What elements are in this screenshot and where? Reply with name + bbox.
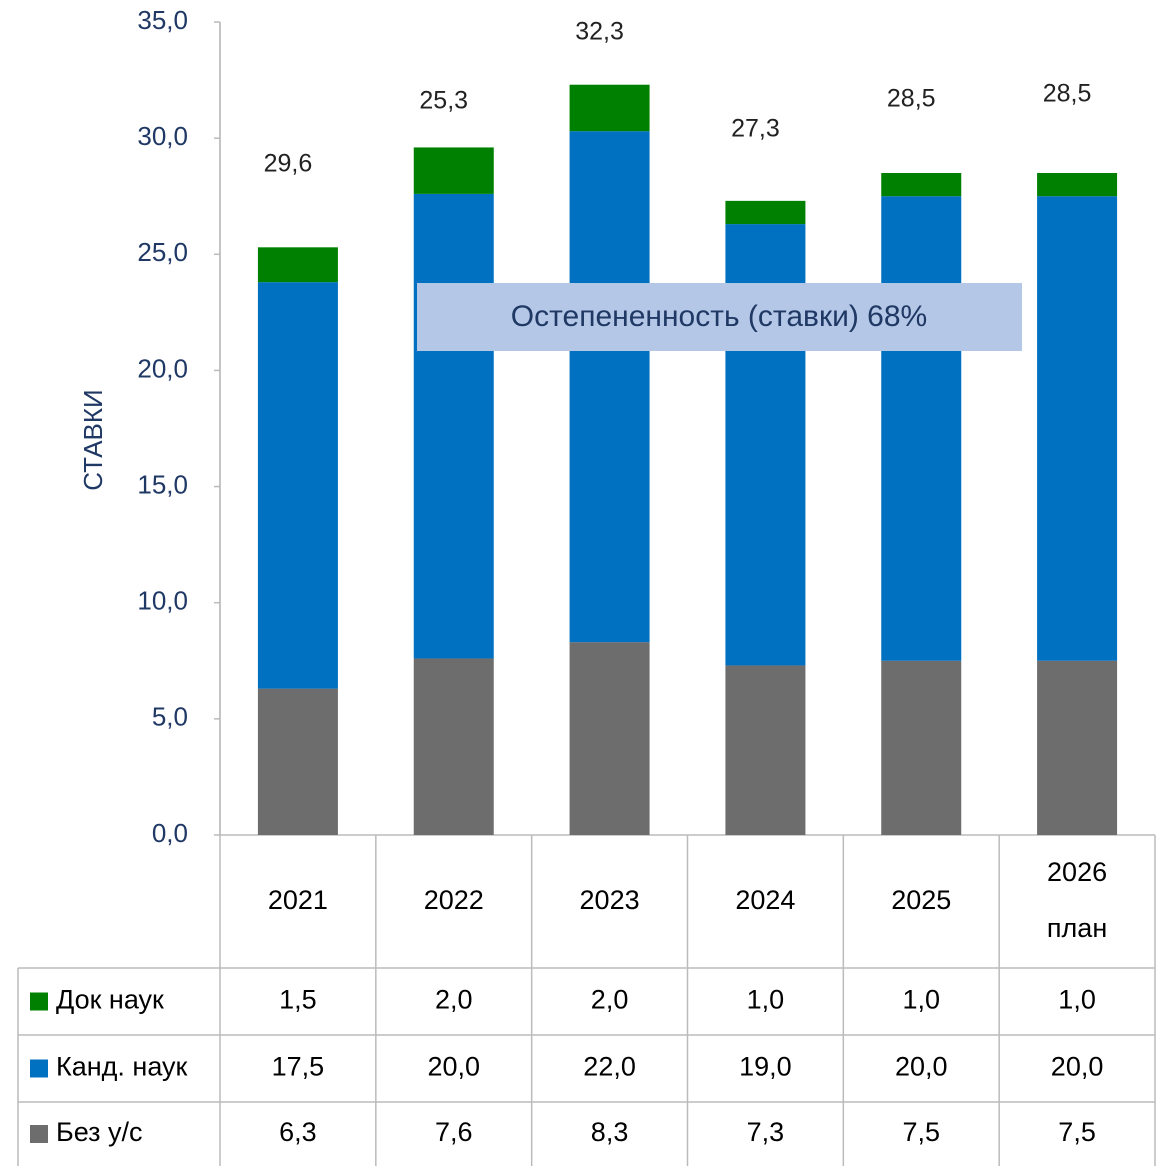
legend-swatch	[30, 992, 48, 1011]
table-value: 20,0	[895, 1052, 948, 1082]
table-value: 20,0	[1051, 1052, 1104, 1082]
bar-segment	[1037, 660, 1118, 835]
y-axis-label: СТАВКИ	[78, 389, 108, 490]
legend-label: Док наук	[56, 985, 164, 1015]
bar-segment	[881, 660, 962, 835]
total-label: 32,3	[575, 18, 624, 46]
table-value: 1,5	[279, 985, 317, 1015]
bar-segment	[725, 665, 806, 835]
y-tick-label: 15,0	[137, 469, 188, 499]
table-value: 7,5	[902, 1117, 940, 1147]
bar-segment	[413, 193, 494, 659]
total-label: 28,5	[1043, 80, 1092, 108]
total-label: 27,3	[731, 115, 780, 143]
table-value: 7,3	[747, 1117, 785, 1147]
bar-segment	[569, 642, 650, 835]
y-tick-label: 30,0	[137, 121, 188, 151]
x-tick-label: 2022	[424, 885, 484, 915]
table-value: 20,0	[427, 1052, 480, 1082]
table-value: 22,0	[583, 1052, 636, 1082]
bar-segment	[569, 84, 650, 132]
total-label: 29,6	[264, 150, 313, 178]
table-value: 19,0	[739, 1052, 792, 1082]
bar-segment	[257, 282, 338, 689]
table-value: 6,3	[279, 1117, 317, 1147]
annotation-box	[417, 283, 1022, 351]
table-value: 2,0	[591, 985, 629, 1015]
legend-label: Канд. наук	[56, 1052, 188, 1082]
y-tick-label: 25,0	[137, 237, 188, 267]
annotation: Остепененность (ставки) 68%	[511, 300, 927, 333]
y-tick-label: 35,0	[137, 5, 188, 35]
x-tick-label: 2024	[735, 885, 795, 915]
table-value: 1,0	[1058, 985, 1096, 1015]
table-value: 1,0	[902, 985, 940, 1015]
legend-label: Без у/с	[56, 1117, 143, 1147]
bar-segment	[413, 147, 494, 194]
total-label: 28,5	[887, 85, 936, 113]
y-tick-label: 20,0	[137, 353, 188, 383]
total-label: 25,3	[419, 87, 468, 115]
bar-segment	[413, 658, 494, 835]
x-tick-label: 2026 план	[1047, 857, 1107, 943]
table-value: 7,5	[1058, 1117, 1096, 1147]
y-tick-label: 5,0	[152, 702, 188, 732]
table-value: 2,0	[435, 985, 473, 1015]
bar-segment	[881, 172, 962, 197]
bar-segment	[725, 200, 806, 225]
bar-segment	[881, 196, 962, 661]
legend-swatch	[30, 1059, 48, 1078]
bar-segment	[1037, 172, 1118, 197]
table-value: 7,6	[435, 1117, 473, 1147]
table-value: 17,5	[272, 1052, 325, 1082]
bar-segment	[1037, 196, 1118, 661]
x-tick-label: 2025	[891, 885, 951, 915]
table-value: 8,3	[591, 1117, 629, 1147]
y-tick-label: 0,0	[152, 818, 188, 848]
y-tick-label: 10,0	[137, 586, 188, 616]
x-tick-label: 2023	[580, 885, 640, 915]
table-value: 1,0	[747, 985, 785, 1015]
bar-segment	[257, 688, 338, 835]
x-tick-label: 2021	[268, 885, 328, 915]
bar-segment	[257, 247, 338, 283]
bar-segment	[569, 131, 650, 643]
legend-swatch	[30, 1125, 48, 1143]
